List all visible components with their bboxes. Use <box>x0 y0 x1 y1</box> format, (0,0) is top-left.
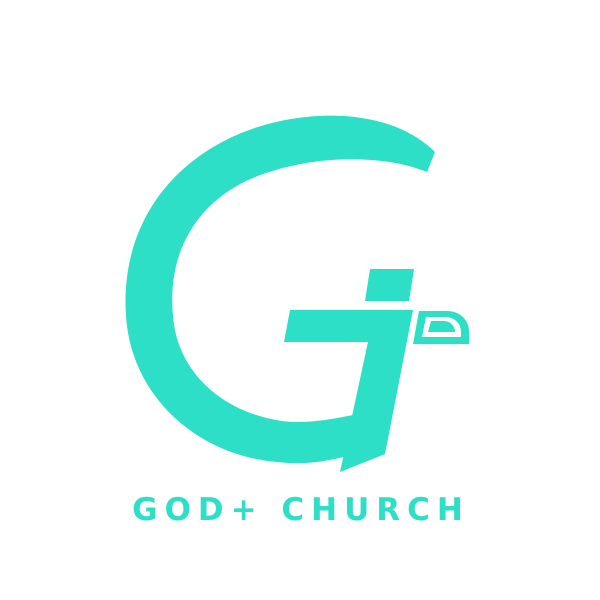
brand-wordmark: GOD+ CHURCH <box>132 492 470 528</box>
logo-shapes <box>125 115 469 472</box>
i-top-bar-shape <box>365 269 414 301</box>
dove-mark-inner <box>428 321 455 332</box>
i-stem-shape <box>284 310 413 472</box>
g-arc-shape <box>125 115 435 464</box>
